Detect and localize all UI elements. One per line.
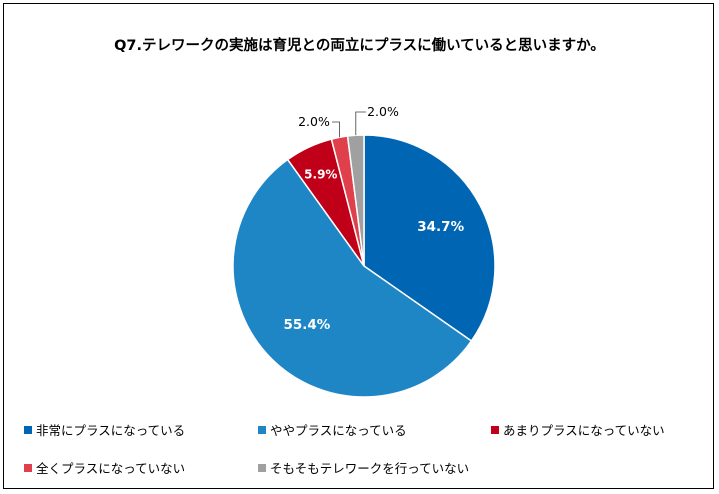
legend-item-5: そもそもテレワークを行っていない xyxy=(258,458,469,477)
legend-item-1: 非常にプラスになっている xyxy=(24,420,185,439)
pie-slice-2 xyxy=(232,158,473,398)
legend-label-4: 全くプラスになっていない xyxy=(36,461,186,476)
legend-label-3: あまりプラスになっていない xyxy=(503,423,665,438)
legend-swatch-1 xyxy=(24,425,32,434)
legend-label-2: ややプラスになっている xyxy=(270,423,407,438)
legend-swatch-3 xyxy=(491,425,499,434)
legend-item-2: ややプラスになっている xyxy=(258,420,407,439)
legend-item-3: あまりプラスになっていない xyxy=(491,420,665,439)
data-label-2: 55.4% xyxy=(283,317,330,333)
legend-swatch-4 xyxy=(24,463,32,472)
legend-swatch-5 xyxy=(258,463,266,472)
legend-label-1: 非常にプラスになっている xyxy=(36,423,186,438)
leader-line-4 xyxy=(332,121,340,138)
legend-item-4: 全くプラスになっていない xyxy=(24,458,185,477)
data-label-3: 5.9% xyxy=(304,167,337,181)
data-label-5: 2.0% xyxy=(367,104,399,119)
data-label-4: 2.0% xyxy=(298,114,330,129)
legend-label-5: そもそもテレワークを行っていない xyxy=(270,461,470,476)
leader-line-5 xyxy=(355,111,366,136)
pie-slice-1 xyxy=(363,134,496,343)
chart-title: Q7.テレワークの実施は育児との両立にプラスに働いていると思いますか。 xyxy=(114,38,605,54)
legend-swatch-2 xyxy=(258,425,266,434)
data-label-1: 34.7% xyxy=(417,219,464,235)
